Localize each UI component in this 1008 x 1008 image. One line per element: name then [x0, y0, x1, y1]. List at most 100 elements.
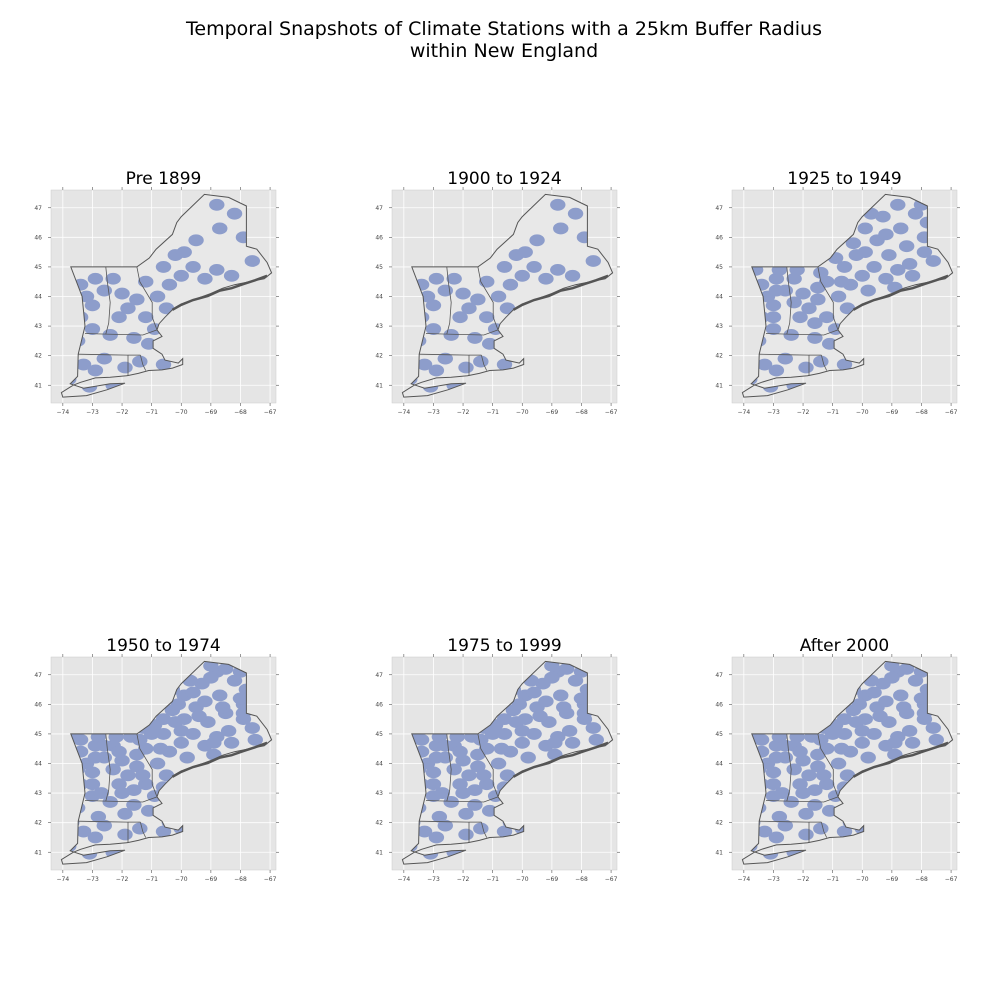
- station-buffer: [801, 302, 817, 315]
- station-buffer: [538, 272, 554, 285]
- y-tick-label: 47: [34, 672, 42, 679]
- station-buffer: [857, 246, 873, 259]
- station-buffer: [753, 733, 770, 746]
- station-buffer: [482, 804, 498, 817]
- station-buffer: [155, 728, 172, 740]
- station-buffer: [479, 778, 495, 791]
- x-tick-label: −71: [486, 876, 499, 883]
- station-buffer: [913, 692, 930, 705]
- station-buffer: [916, 246, 933, 259]
- station-buffer: [567, 207, 584, 220]
- station-buffer: [765, 323, 782, 335]
- station-buffer: [550, 198, 566, 211]
- state-border: [477, 266, 499, 331]
- panel-title: 1975 to 1999: [447, 636, 561, 656]
- station-buffer: [416, 358, 433, 371]
- station-buffer: [558, 662, 575, 675]
- station-buffer: [777, 352, 793, 365]
- station-buffer: [496, 728, 513, 740]
- state-border: [140, 355, 147, 371]
- station-buffer: [132, 355, 148, 368]
- region-outline: [401, 660, 614, 865]
- station-buffer: [896, 701, 912, 714]
- station-buffer: [898, 240, 915, 253]
- station-buffer: [798, 807, 814, 820]
- station-buffer: [901, 258, 918, 270]
- station-buffer: [120, 302, 136, 315]
- x-tick-label: −67: [945, 409, 958, 416]
- x-tick-label: −68: [234, 876, 247, 883]
- station-buffer: [155, 713, 172, 726]
- station-buffer: [878, 272, 894, 285]
- station-buffer: [810, 760, 826, 773]
- station-buffer: [490, 290, 507, 303]
- figure-title-line2: within New England: [410, 40, 598, 62]
- station-buffer: [446, 272, 462, 285]
- y-tick-label: 45: [34, 731, 42, 738]
- state-border: [817, 733, 839, 798]
- y-tick-label: 42: [34, 820, 42, 827]
- station-buffer: [860, 751, 876, 764]
- station-buffer: [768, 284, 785, 297]
- station-buffer: [84, 766, 101, 779]
- state-border: [477, 733, 499, 798]
- map-panel: After 2000 −74 −73 −72 −71 −70 −69 −68 −67 41 42 43…: [715, 636, 960, 883]
- station-buffer: [810, 281, 826, 294]
- station-buffer: [102, 329, 118, 341]
- x-tick-label: −71: [826, 876, 839, 883]
- station-buffer: [161, 278, 178, 291]
- station-buffer: [223, 269, 240, 282]
- station-buffer: [564, 736, 581, 749]
- x-tick-label: −74: [57, 409, 70, 416]
- station-buffer: [801, 769, 817, 782]
- station-buffer: [96, 739, 112, 752]
- station-buffer: [833, 275, 850, 288]
- station-buffer: [573, 692, 590, 705]
- station-buffers: [402, 661, 604, 860]
- station-buffer: [567, 674, 584, 687]
- station-buffer: [220, 725, 237, 737]
- station-buffer: [467, 332, 483, 344]
- station-buffer: [428, 751, 445, 764]
- station-buffer: [470, 293, 486, 306]
- station-buffer: [191, 710, 207, 723]
- station-buffer: [446, 763, 462, 776]
- station-buffer: [111, 778, 127, 791]
- station-buffer: [114, 754, 130, 767]
- y-tick-label: 44: [715, 761, 723, 768]
- coastline: [852, 274, 949, 311]
- station-buffer: [893, 222, 909, 235]
- x-tick-label: −74: [57, 876, 70, 883]
- station-buffer: [470, 748, 486, 761]
- station-buffer: [93, 787, 110, 799]
- station-buffer: [135, 769, 151, 782]
- coastline: [512, 741, 609, 778]
- state-border: [84, 796, 158, 803]
- station-buffer: [496, 713, 513, 726]
- station-buffer: [514, 269, 530, 282]
- y-tick-label: 45: [715, 731, 723, 738]
- station-buffer: [72, 733, 89, 746]
- state-border: [84, 329, 158, 336]
- station-buffer: [244, 255, 261, 267]
- state-border: [105, 266, 111, 335]
- station-buffer: [795, 754, 811, 767]
- x-tick-label: −70: [516, 409, 529, 416]
- state-border: [425, 329, 499, 336]
- station-buffer: [836, 358, 853, 371]
- station-buffer: [141, 804, 157, 817]
- station-buffer: [836, 713, 853, 726]
- station-buffer: [87, 751, 104, 764]
- station-buffer: [511, 698, 527, 711]
- station-buffer: [206, 736, 222, 749]
- state-border: [446, 733, 452, 802]
- x-tick-label: −69: [546, 409, 559, 416]
- y-tick-label: 41: [375, 382, 383, 389]
- station-buffer: [473, 822, 489, 835]
- coastline: [512, 274, 609, 311]
- x-tick-label: −70: [856, 409, 869, 416]
- x-tick-label: −71: [145, 876, 158, 883]
- x-tick-label: −73: [767, 409, 780, 416]
- station-buffer: [851, 698, 867, 711]
- station-buffer: [75, 825, 92, 838]
